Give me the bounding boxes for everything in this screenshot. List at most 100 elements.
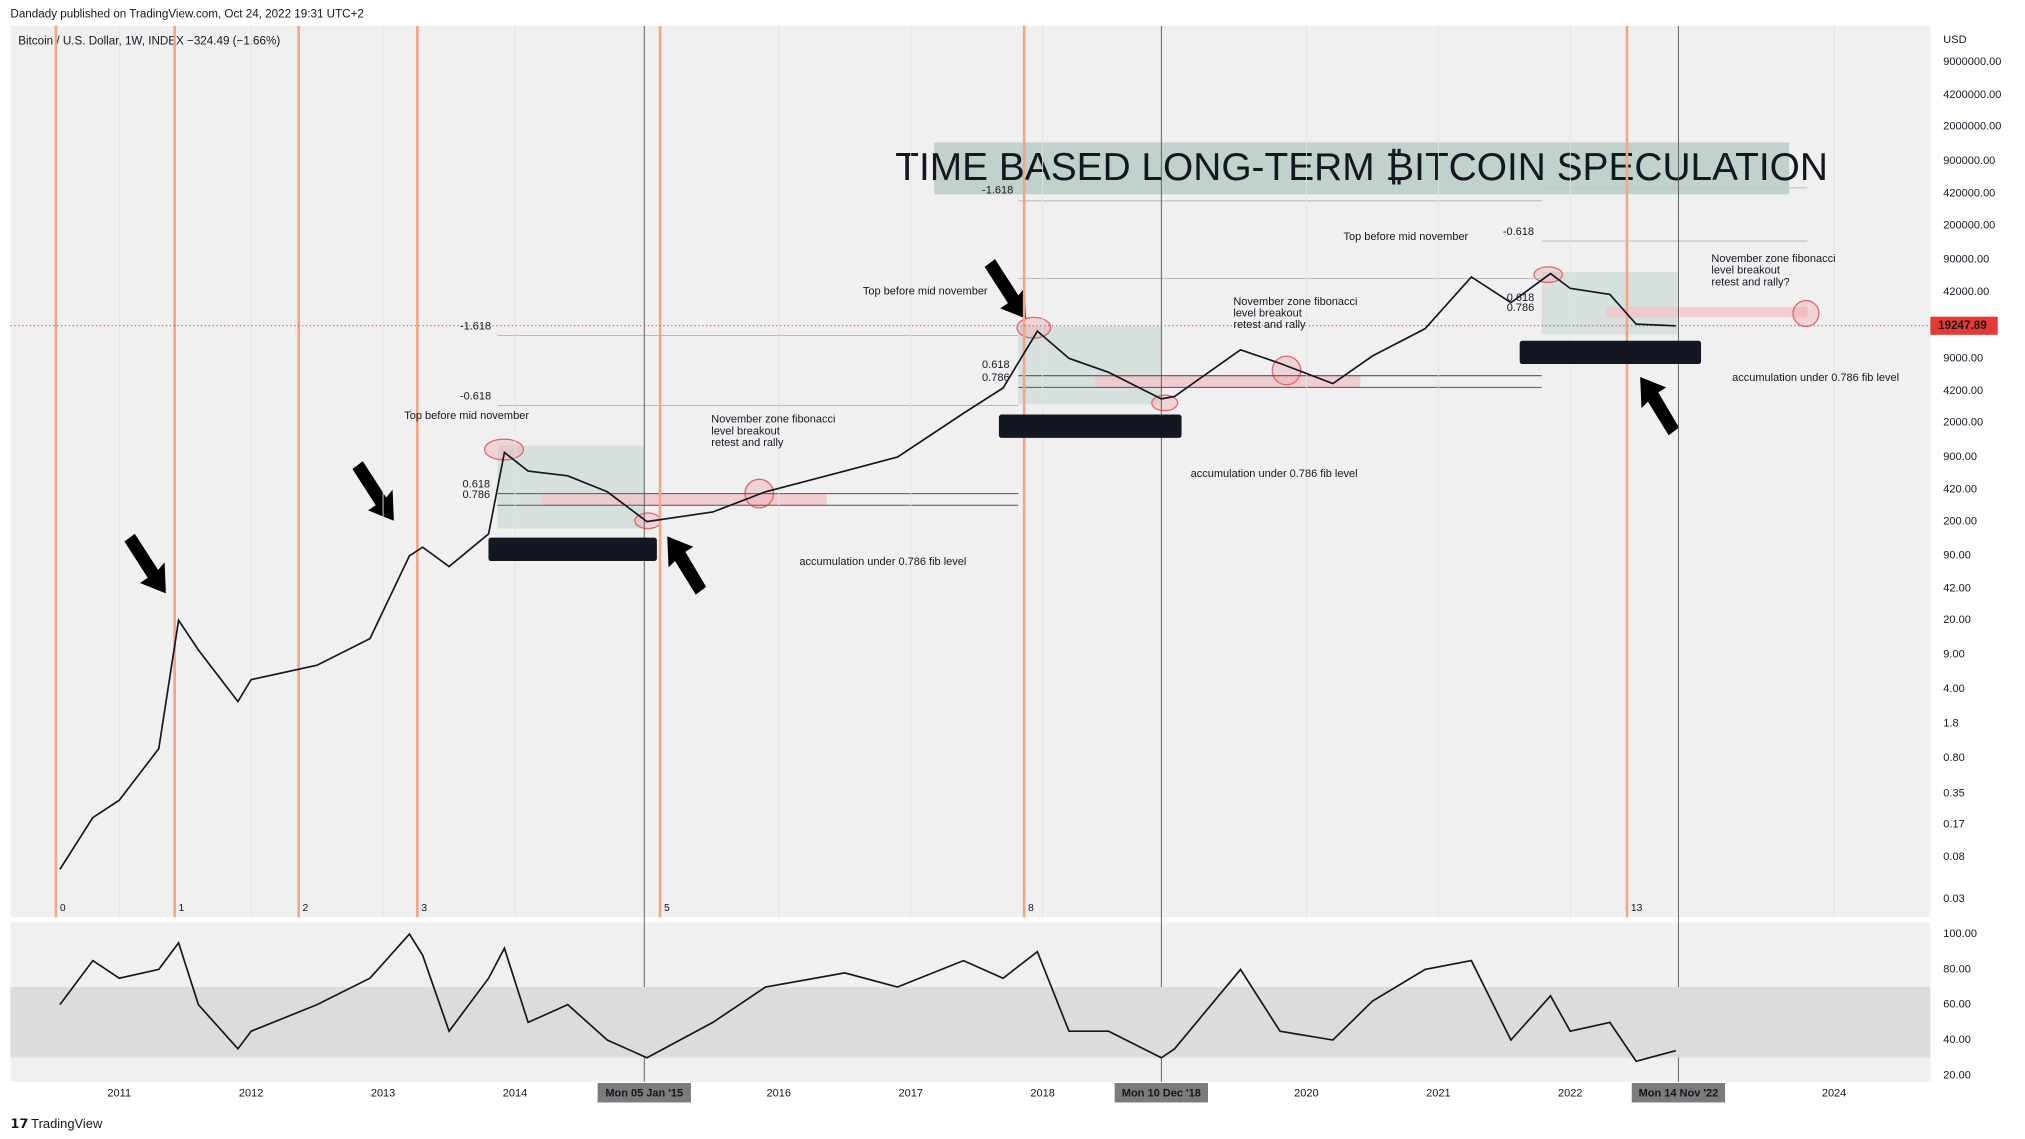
y-tick-label: 9000.00	[1943, 352, 1983, 364]
rsi-band	[10, 987, 1931, 1058]
note: level breakout	[1233, 307, 1302, 319]
zone	[1606, 307, 1808, 318]
fib-label: -0.618	[1503, 226, 1534, 238]
measure-label: −50276.39 (−74.15%) −5027639	[1531, 346, 1690, 358]
y-tick-label: 4200.00	[1943, 385, 1983, 397]
note: November zone fibonacci	[1711, 253, 1835, 265]
note: accumulation under 0.786 fib level	[1191, 468, 1358, 480]
arrow	[984, 259, 1027, 319]
footer: TradingView	[31, 1116, 103, 1131]
fib-label: 0.786	[982, 372, 1010, 384]
y-tick-label: 0.17	[1943, 819, 1964, 831]
y-tick-label: 42000.00	[1943, 286, 1989, 298]
y-tick-label: 900.00	[1943, 451, 1977, 463]
arrow	[1640, 376, 1680, 436]
note: accumulation under 0.786 fib level	[1732, 372, 1899, 384]
zone	[541, 493, 827, 506]
fib-lines	[497, 187, 1808, 506]
cycle-label: 1	[179, 903, 185, 914]
x-tick-label: 2014	[503, 1087, 527, 1099]
rsi-tick-label: 100.00	[1943, 928, 1977, 940]
measure-label: −1039.65 (−85.63%) −103965	[499, 543, 646, 555]
y-tick-label: 0.08	[1943, 851, 1964, 863]
x-tick-label: 2016	[767, 1087, 791, 1099]
cycle-label: 5	[664, 903, 670, 914]
y-tick-label: 90000.00	[1943, 254, 1989, 266]
cycle-label: 0	[60, 903, 66, 914]
note: Top before mid november	[863, 285, 988, 297]
y-tick-label: 0.35	[1943, 788, 1964, 800]
cycle-label: 8	[1028, 903, 1034, 914]
crosshair-label-bg	[597, 1083, 691, 1103]
note: Top before mid november	[404, 410, 529, 422]
crosshair-label: Mon 05 Jan '15	[605, 1087, 683, 1099]
circle	[1151, 394, 1179, 412]
x-tick-label: 2011	[107, 1087, 131, 1099]
last-price-bg	[1930, 316, 1998, 335]
y-tick-label: 0.03	[1943, 893, 1964, 905]
note: retest and rally	[711, 437, 784, 449]
y-tick-label: 1.8	[1943, 717, 1958, 729]
y-tick-label: 9.00	[1943, 648, 1964, 660]
crosshair-label: Mon 14 Nov '22	[1639, 1087, 1719, 1099]
note: November zone fibonacci	[711, 414, 835, 426]
fib-label: -1.618	[982, 184, 1013, 196]
y-axis-label: USD	[1943, 34, 1966, 46]
y-tick-label: 4.00	[1943, 683, 1964, 695]
y-tick-label: 2000.00	[1943, 417, 1983, 429]
zone	[1094, 375, 1361, 388]
cycle-label: 13	[1631, 903, 1643, 914]
x-tick-label: 2020	[1294, 1087, 1318, 1099]
circle	[483, 438, 525, 461]
chart-title: TIME BASED LONG-TERM ₿ITCOIN SPECULATION	[895, 146, 1828, 189]
arrow	[124, 533, 166, 594]
crosshair-label: Mon 10 Dec '18	[1122, 1087, 1201, 1099]
measure-label: −16681.32 (−84.01%) −1668132	[1011, 420, 1170, 432]
title-box	[934, 142, 1790, 195]
y-tick-label: 200000.00	[1943, 219, 1995, 231]
crosshair-label-bg	[1631, 1083, 1726, 1103]
measure-bg	[488, 537, 657, 561]
y-tick-label: 2000000.00	[1943, 121, 2001, 133]
y-tick-label: 900000.00	[1943, 155, 1995, 167]
x-tick-label: 2021	[1426, 1087, 1450, 1099]
fib-label: 0.786	[1507, 302, 1535, 314]
note: level breakout	[711, 425, 780, 437]
note: Top before mid november	[1343, 231, 1468, 243]
y-tick-label: 0.80	[1943, 752, 1964, 764]
header: Dandady published on TradingView.com, Oc…	[10, 7, 363, 20]
line	[59, 932, 1677, 1063]
note: retest and rally	[1233, 319, 1306, 331]
cycle-label: 3	[421, 903, 427, 914]
fib-label: -0.618	[460, 390, 491, 402]
fib-label: 0.618	[982, 359, 1010, 371]
x-tick-label: 2017	[898, 1087, 922, 1099]
y-tick-label: 200.00	[1943, 515, 1977, 527]
x-tick-label: 2012	[239, 1087, 263, 1099]
fib-label: -1.618	[460, 320, 491, 332]
x-tick-label: 2018	[1030, 1087, 1054, 1099]
line	[59, 272, 1676, 870]
measure-bg	[1519, 340, 1702, 365]
logo: 𝟭𝟳	[10, 1116, 28, 1131]
crosshair-label-bg	[1114, 1083, 1208, 1103]
fib-label: 0.618	[463, 478, 491, 490]
y-tick-label: 4200000.00	[1943, 89, 2001, 101]
rsi-tick-label: 20.00	[1943, 1069, 1971, 1081]
fib-label: 0.786	[463, 489, 491, 501]
circle	[1792, 299, 1820, 328]
note: retest and rally?	[1711, 276, 1789, 288]
y-tick-label: 9000000.00	[1943, 56, 2001, 68]
note: accumulation under 0.786 fib level	[799, 556, 966, 568]
legend: Bitcoin / U.S. Dollar, 1W, INDEX −324.49…	[18, 35, 280, 48]
x-tick-label: 2024	[1822, 1087, 1846, 1099]
arrow	[352, 461, 394, 521]
measure-bg	[998, 414, 1182, 438]
circle	[1016, 316, 1052, 339]
rsi-tick-label: 80.00	[1943, 963, 1971, 975]
x-tick-label: 2013	[371, 1087, 395, 1099]
y-tick-label: 20.00	[1943, 614, 1971, 626]
rsi-tick-label: 40.00	[1943, 1034, 1971, 1046]
range-box	[497, 445, 644, 529]
